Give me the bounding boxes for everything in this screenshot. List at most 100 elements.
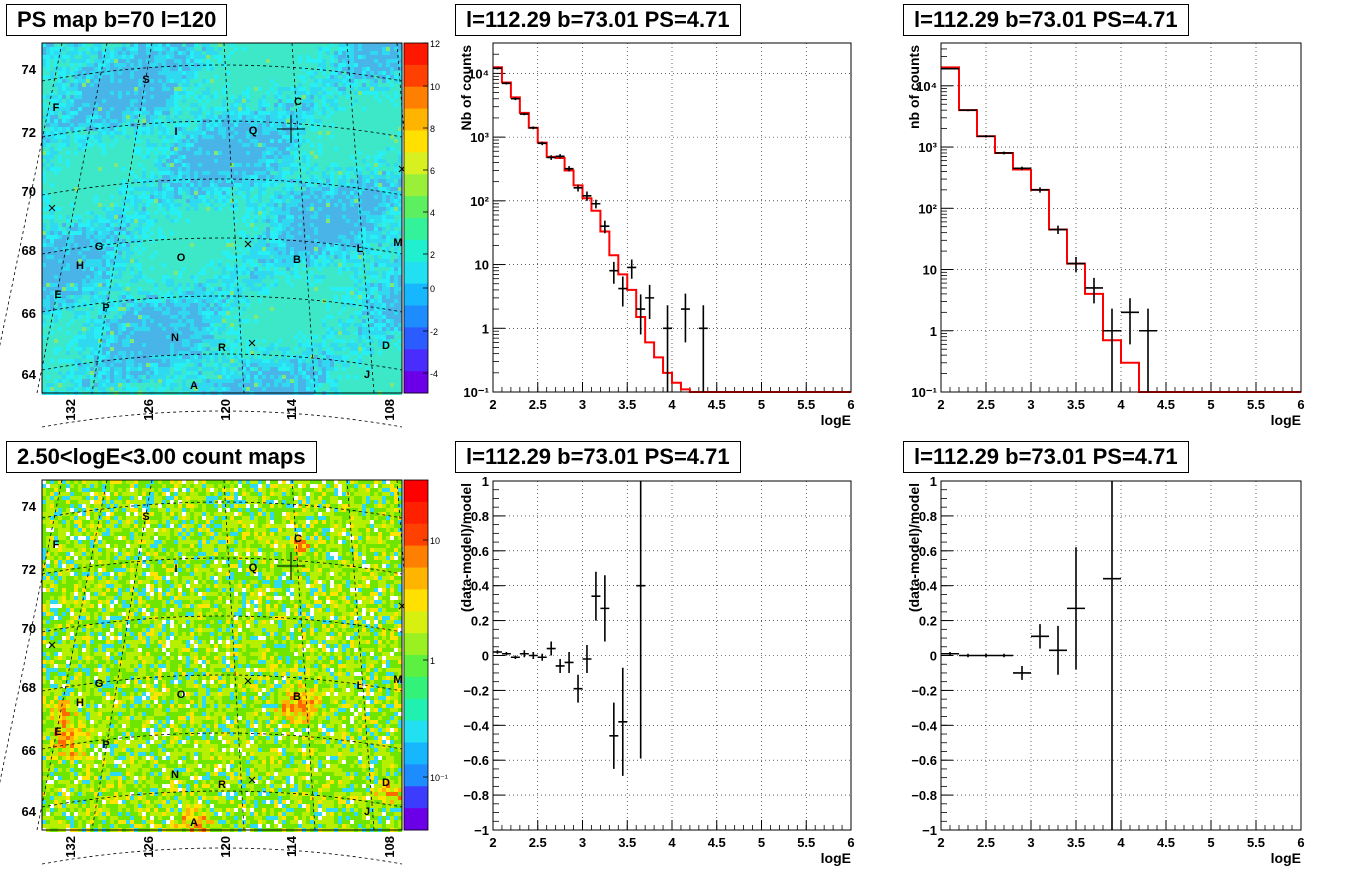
map-pixel — [338, 83, 342, 87]
map-pixel — [290, 47, 294, 51]
map-pixel — [258, 131, 262, 135]
map-pixel — [62, 99, 66, 103]
map-pixel — [106, 183, 110, 187]
map-pixel — [118, 255, 122, 259]
map-pixel — [198, 203, 202, 207]
map-pixel — [146, 67, 150, 71]
map-pixel — [258, 239, 262, 243]
map-pixel — [290, 167, 294, 171]
map-pixel — [126, 139, 130, 143]
map-pixel — [386, 203, 390, 207]
map-pixel — [246, 103, 250, 107]
map-pixel — [278, 59, 282, 63]
map-pixel — [46, 119, 50, 123]
map-pixel — [258, 79, 262, 83]
map-pixel — [266, 135, 270, 139]
map-pixel — [278, 171, 282, 175]
map-pixel — [310, 167, 314, 171]
map-pixel — [366, 107, 370, 111]
map-pixel — [182, 107, 186, 111]
map-pixel — [322, 143, 326, 147]
map-pixel — [334, 255, 338, 259]
map-pixel — [190, 175, 194, 179]
map-pixel — [158, 151, 162, 155]
map-pixel — [334, 123, 338, 127]
map-pixel — [346, 115, 350, 119]
map-pixel — [118, 43, 122, 47]
map-pixel — [54, 47, 58, 51]
map-pixel — [310, 215, 314, 219]
map-pixel — [106, 71, 110, 75]
map-pixel — [138, 235, 142, 239]
map-pixel — [86, 163, 90, 167]
map-pixel — [70, 203, 74, 207]
map-pixel — [206, 239, 210, 243]
map-pixel — [62, 203, 66, 207]
map-pixel — [234, 159, 238, 163]
map-pixel — [58, 59, 62, 63]
map-pixel — [158, 211, 162, 215]
map-pixel — [162, 43, 166, 47]
map-pixel — [314, 239, 318, 243]
map-pixel — [78, 247, 82, 251]
map-pixel — [342, 51, 346, 55]
map-pixel — [382, 199, 386, 203]
map-pixel — [126, 111, 130, 115]
map-pixel — [366, 79, 370, 83]
map-pixel — [126, 231, 130, 235]
map-pixel — [386, 231, 390, 235]
map-pixel — [170, 63, 174, 67]
map-pixel — [346, 207, 350, 211]
map-pixel — [350, 131, 354, 135]
map-pixel — [118, 247, 122, 251]
map-pixel — [110, 235, 114, 239]
map-pixel — [78, 127, 82, 131]
map-pixel — [154, 91, 158, 95]
map-pixel — [158, 163, 162, 167]
map-pixel — [202, 91, 206, 95]
map-pixel — [178, 191, 182, 195]
map-pixel — [70, 51, 74, 55]
map-pixel — [74, 139, 78, 143]
map-pixel — [198, 259, 202, 263]
map-pixel — [314, 155, 318, 159]
map-pixel — [210, 131, 214, 135]
map-pixel — [70, 111, 74, 115]
map-pixel — [382, 71, 386, 75]
map-pixel — [338, 211, 342, 215]
map-pixel — [286, 55, 290, 59]
map-pixel — [206, 187, 210, 191]
map-pixel — [138, 187, 142, 191]
map-pixel — [294, 159, 298, 163]
map-pixel — [366, 255, 370, 259]
map-pixel — [58, 123, 62, 127]
map-pixel — [314, 91, 318, 95]
map-pixel — [334, 111, 338, 115]
map-pixel — [178, 63, 182, 67]
map-pixel — [314, 111, 318, 115]
map-pixel — [266, 251, 270, 255]
map-pixel — [150, 263, 154, 267]
map-pixel — [358, 159, 362, 163]
map-pixel — [194, 123, 198, 127]
map-pixel — [350, 47, 354, 51]
map-pixel — [242, 175, 246, 179]
map-pixel — [342, 115, 346, 119]
map-pixel — [122, 219, 126, 223]
map-pixel — [102, 263, 106, 267]
map-pixel — [158, 247, 162, 251]
map-pixel — [270, 107, 274, 111]
map-pixel — [278, 259, 282, 263]
map-pixel — [290, 95, 294, 99]
map-pixel — [118, 123, 122, 127]
map-pixel — [206, 255, 210, 259]
map-pixel — [162, 87, 166, 91]
map-pixel — [262, 187, 266, 191]
map-pixel — [310, 107, 314, 111]
map-pixel — [198, 55, 202, 59]
map-pixel — [394, 115, 398, 119]
map-pixel — [134, 111, 138, 115]
map-pixel — [354, 91, 358, 95]
map-pixel — [74, 147, 78, 151]
map-pixel — [386, 195, 390, 199]
